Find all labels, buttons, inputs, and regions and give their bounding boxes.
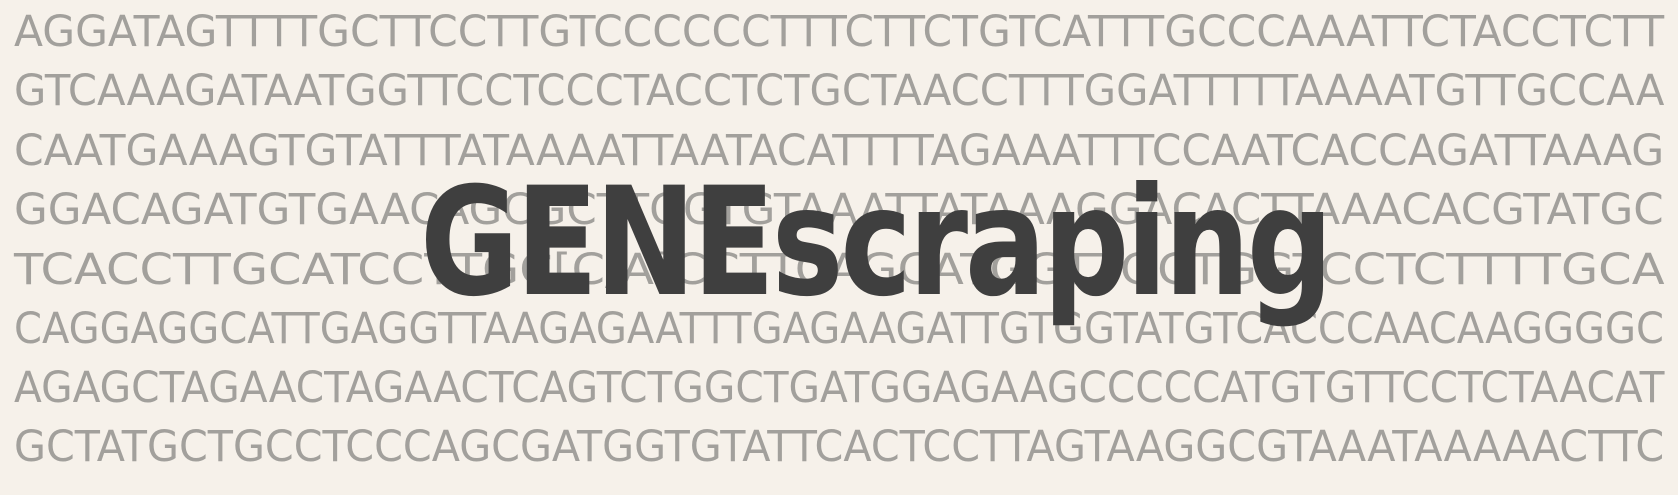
- sequence-line-7: AGAGCTAGAACTAGAACTCAGTCTGGCTGATGGAGAAGCC…: [14, 363, 1665, 413]
- sequence-line-6: CAGGAGGCATTGAGGTTAAGAGAATTTGAGAAGATTGTGG…: [14, 304, 1664, 354]
- logo-text: GENEscraping: [420, 156, 1333, 330]
- sequence-line-8: GCTATGCTGCCTCCCAGCGATGGTGTATTCACTCCTTAGT…: [14, 422, 1665, 472]
- sequence-line-2: GTCAAAGATAATGGTTCCTCCCTACCTCTGCTAACCTTTG…: [14, 66, 1665, 116]
- sequence-line-5: TCACCTTGCATCCTTGC[C/A]CCTTCAGCATGGTTGCTG…: [14, 245, 1665, 295]
- sequence-line-1: AGGATAGTTTTGCTTCCTTGTCCCCCCTTTCTTCTGTCAT…: [14, 7, 1665, 57]
- sequence-line-3: CAATGAAAGTGTATTTATAAAATTAATACATTTTAGAAAT…: [14, 126, 1665, 176]
- sequence-line-4: GGACAGATGTGAACAGCGCTTGGTGTAAATTATAAAGGAC…: [14, 185, 1664, 235]
